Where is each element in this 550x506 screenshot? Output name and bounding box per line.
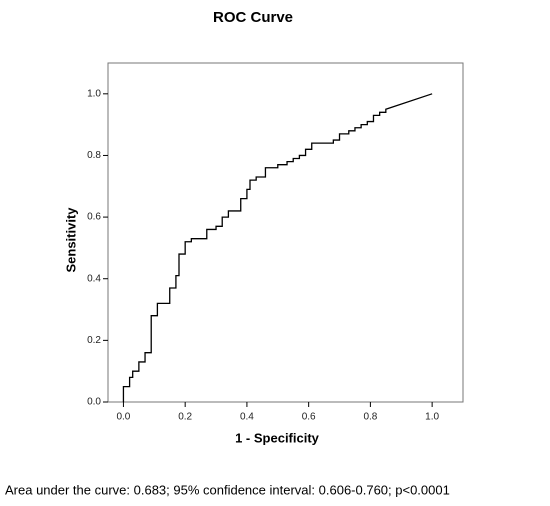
caption: Area under the curve: 0.683; 95% confide… [5,482,450,497]
plot-area [107,62,464,403]
y-tick-label: 0.6 [87,212,101,223]
x-tick-label: 0.4 [240,412,254,423]
x-tick-label: 0.2 [178,412,192,423]
y-tick-label: 0.8 [87,150,101,161]
roc-line [122,93,433,402]
y-tick-label: 0.2 [87,335,101,346]
chart-title: ROC Curve [213,9,293,26]
x-axis-label: 1 - Specificity [235,430,320,445]
x-tick-label: 1.0 [425,412,439,423]
y-tick-label: 1.0 [87,88,101,99]
y-tick-label: 0.0 [87,397,101,408]
x-tick-label: 0.6 [302,412,316,423]
y-tick-label: 0.4 [87,273,101,284]
x-tick-label: 0.0 [116,412,130,423]
y-axis-label: Sensitivity [63,207,78,273]
x-tick-label: 0.8 [363,412,377,423]
